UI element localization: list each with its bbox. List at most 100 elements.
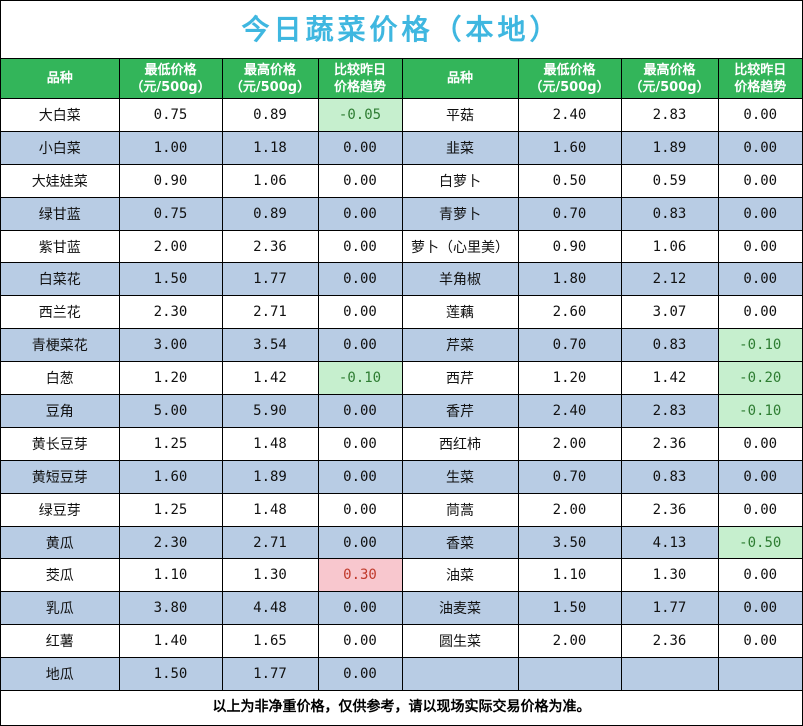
right-low-cell: 2.00 bbox=[517, 492, 622, 527]
right-name-cell: 生菜 bbox=[401, 459, 519, 494]
left-name-cell: 黄长豆芽 bbox=[1, 426, 120, 461]
empty-cell bbox=[517, 657, 622, 692]
header-name-left: 品种 bbox=[1, 59, 120, 99]
right-high-cell: 0.59 bbox=[620, 163, 719, 198]
right-name-cell: 油菜 bbox=[401, 558, 519, 593]
page-title: 今日蔬菜价格（本地） bbox=[1, 1, 802, 59]
right-low-cell: 1.20 bbox=[517, 361, 622, 396]
left-high-cell: 1.06 bbox=[221, 163, 319, 198]
right-name-cell: 西芹 bbox=[401, 361, 519, 396]
left-high-cell: 2.71 bbox=[221, 525, 319, 560]
empty-cell bbox=[401, 657, 519, 692]
right-low-cell: 1.80 bbox=[517, 262, 622, 297]
left-low-cell: 1.10 bbox=[118, 558, 223, 593]
left-name-cell: 小白菜 bbox=[1, 130, 120, 165]
empty-cell bbox=[620, 657, 719, 692]
left-low-cell: 0.75 bbox=[118, 98, 223, 132]
right-high-cell: 1.77 bbox=[620, 591, 719, 626]
table-row: 黄短豆芽 1.60 1.89 0.00 生菜 0.70 0.83 0.00 bbox=[1, 459, 802, 494]
left-high-cell: 1.77 bbox=[221, 657, 319, 692]
left-low-cell: 0.90 bbox=[118, 163, 223, 198]
right-change-cell: -0.10 bbox=[717, 394, 802, 428]
table-row: 绿豆芽 1.25 1.48 0.00 茼蒿 2.00 2.36 0.00 bbox=[1, 492, 802, 527]
table-row: 茭瓜 1.10 1.30 0.30 油菜 1.10 1.30 0.00 bbox=[1, 558, 802, 593]
left-change-cell: 0.00 bbox=[317, 163, 403, 198]
right-high-cell: 1.89 bbox=[620, 130, 719, 165]
right-name-cell: 莲藕 bbox=[401, 295, 519, 330]
right-name-cell: 羊角椒 bbox=[401, 262, 519, 297]
right-name-cell: 萝卜（心里美） bbox=[401, 229, 519, 264]
right-low-cell: 2.40 bbox=[517, 98, 622, 132]
left-low-cell: 2.00 bbox=[118, 229, 223, 264]
right-change-cell: 0.00 bbox=[717, 624, 802, 659]
left-change-cell: 0.00 bbox=[317, 328, 403, 363]
left-low-cell: 1.50 bbox=[118, 262, 223, 297]
left-change-cell: 0.00 bbox=[317, 262, 403, 297]
left-name-cell: 青梗菜花 bbox=[1, 328, 120, 363]
right-change-cell: 0.00 bbox=[717, 558, 802, 593]
header-row: 品种 最低价格 （元/500g） 最高价格 （元/500g） 比较昨日 价格趋势 品种… bbox=[1, 59, 802, 99]
left-high-cell: 5.90 bbox=[221, 394, 319, 428]
left-high-cell: 0.89 bbox=[221, 98, 319, 132]
left-high-cell: 1.89 bbox=[221, 459, 319, 494]
left-low-cell: 3.80 bbox=[118, 591, 223, 626]
left-low-cell: 1.00 bbox=[118, 130, 223, 165]
header-high-left: 最高价格 （元/500g） bbox=[221, 59, 319, 99]
table-row: 小白菜 1.00 1.18 0.00 韭菜 1.60 1.89 0.00 bbox=[1, 130, 802, 165]
left-high-cell: 1.30 bbox=[221, 558, 319, 593]
left-name-cell: 黄瓜 bbox=[1, 525, 120, 560]
header-trend-left: 比较昨日 价格趋势 bbox=[317, 59, 403, 99]
left-name-cell: 黄短豆芽 bbox=[1, 459, 120, 494]
left-low-cell: 1.50 bbox=[118, 657, 223, 692]
right-change-cell: 0.00 bbox=[717, 591, 802, 626]
right-high-cell: 2.36 bbox=[620, 426, 719, 461]
right-name-cell: 圆生菜 bbox=[401, 624, 519, 659]
header-high-right: 最高价格 （元/500g） bbox=[620, 59, 719, 99]
left-name-cell: 白菜花 bbox=[1, 262, 120, 297]
left-change-cell: 0.00 bbox=[317, 130, 403, 165]
table-row: 豆角 5.00 5.90 0.00 香芹 2.40 2.83 -0.10 bbox=[1, 394, 802, 428]
left-change-cell: 0.00 bbox=[317, 196, 403, 231]
right-change-cell: -0.20 bbox=[717, 361, 802, 396]
left-high-cell: 2.36 bbox=[221, 229, 319, 264]
left-name-cell: 绿甘蓝 bbox=[1, 196, 120, 231]
left-name-cell: 乳瓜 bbox=[1, 591, 120, 626]
left-name-cell: 绿豆芽 bbox=[1, 492, 120, 527]
right-name-cell: 青萝卜 bbox=[401, 196, 519, 231]
left-name-cell: 大白菜 bbox=[1, 98, 120, 132]
left-low-cell: 5.00 bbox=[118, 394, 223, 428]
right-high-cell: 0.83 bbox=[620, 196, 719, 231]
left-low-cell: 3.00 bbox=[118, 328, 223, 363]
right-high-cell: 2.83 bbox=[620, 98, 719, 132]
header-low-right: 最低价格 （元/500g） bbox=[517, 59, 622, 99]
left-name-cell: 白葱 bbox=[1, 361, 120, 396]
right-low-cell: 1.10 bbox=[517, 558, 622, 593]
right-name-cell: 油麦菜 bbox=[401, 591, 519, 626]
table-row: 青梗菜花 3.00 3.54 0.00 芹菜 0.70 0.83 -0.10 bbox=[1, 328, 802, 363]
table-body: 大白菜 0.75 0.89 -0.05 平菇 2.40 2.83 0.00 小白菜 1.00 1.1… bbox=[1, 98, 802, 692]
right-change-cell: 0.00 bbox=[717, 492, 802, 527]
right-name-cell: 白萝卜 bbox=[401, 163, 519, 198]
left-low-cell: 2.30 bbox=[118, 525, 223, 560]
right-change-cell: 0.00 bbox=[717, 459, 802, 494]
right-high-cell: 1.30 bbox=[620, 558, 719, 593]
left-change-cell: 0.00 bbox=[317, 624, 403, 659]
right-high-cell: 2.36 bbox=[620, 624, 719, 659]
left-name-cell: 豆角 bbox=[1, 394, 120, 428]
left-low-cell: 1.20 bbox=[118, 361, 223, 396]
left-low-cell: 0.75 bbox=[118, 196, 223, 231]
header-trend-right: 比较昨日 价格趋势 bbox=[717, 59, 802, 99]
left-high-cell: 1.18 bbox=[221, 130, 319, 165]
right-high-cell: 1.42 bbox=[620, 361, 719, 396]
right-name-cell: 茼蒿 bbox=[401, 492, 519, 527]
table-row: 地瓜 1.50 1.77 0.00 bbox=[1, 657, 802, 692]
right-change-cell: -0.50 bbox=[717, 525, 802, 560]
table-row: 黄瓜 2.30 2.71 0.00 香菜 3.50 4.13 -0.50 bbox=[1, 525, 802, 560]
right-low-cell: 0.70 bbox=[517, 196, 622, 231]
left-low-cell: 1.25 bbox=[118, 492, 223, 527]
right-name-cell: 香菜 bbox=[401, 525, 519, 560]
left-change-cell: -0.05 bbox=[317, 98, 403, 132]
left-change-cell: 0.00 bbox=[317, 492, 403, 527]
left-high-cell: 4.48 bbox=[221, 591, 319, 626]
